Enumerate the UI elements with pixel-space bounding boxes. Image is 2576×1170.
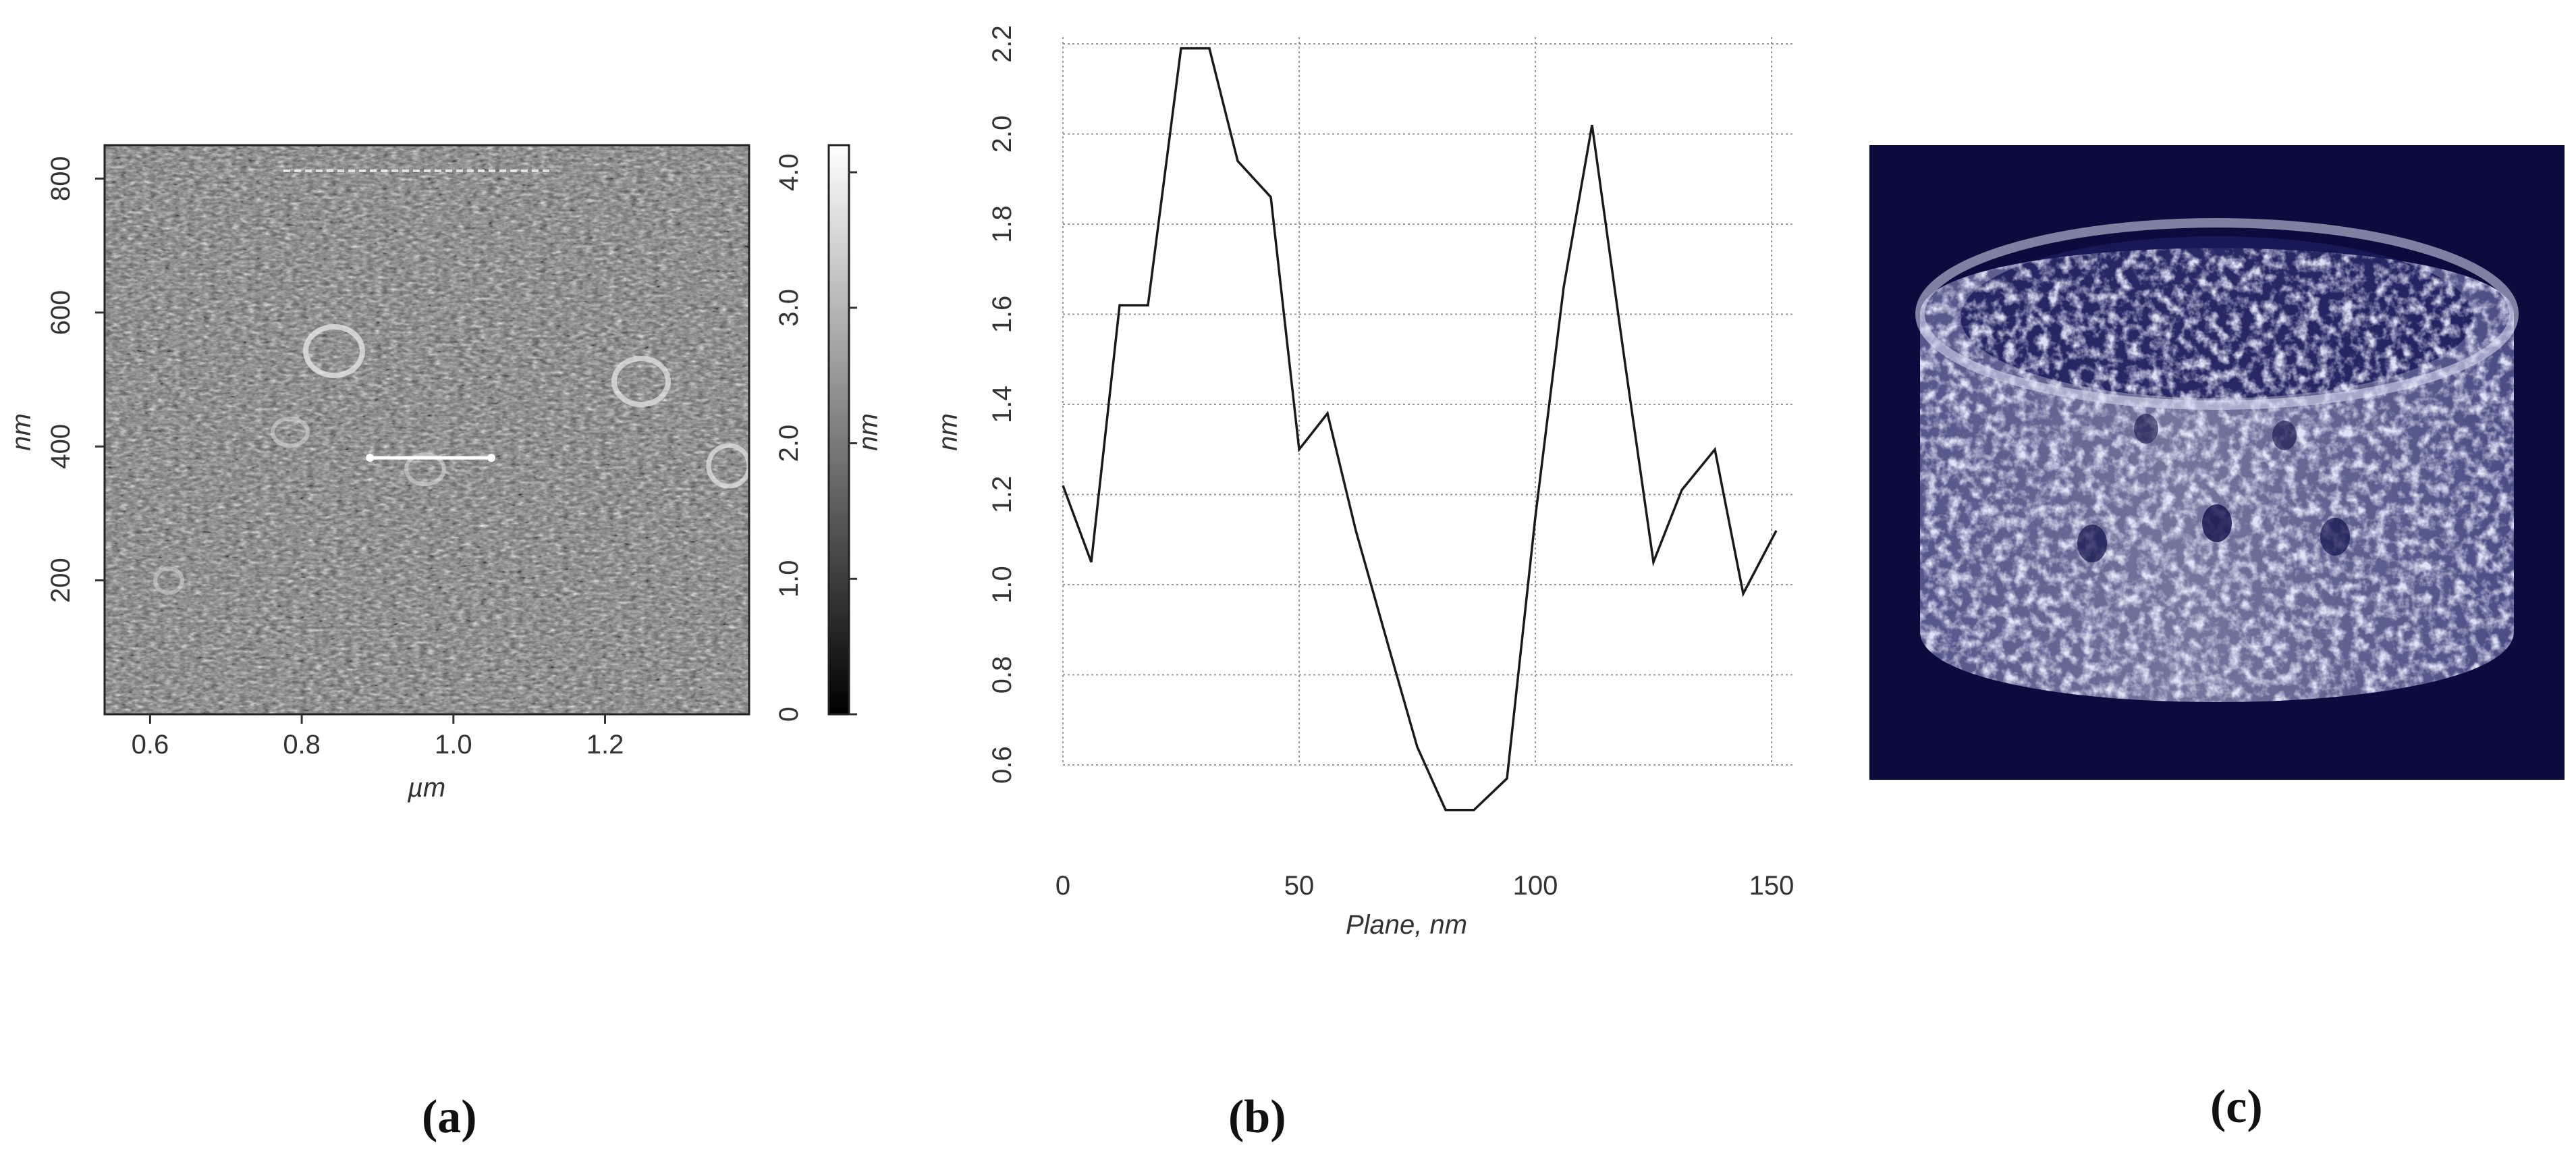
profile-x-tick-label: 150 — [1749, 871, 1794, 901]
afm-colorbar — [827, 144, 850, 716]
afm-map-texture — [105, 145, 749, 714]
profile-y-ticks: 0.6 0.8 1.0 1.2 1.4 1.6 1.8 2.0 2.2 — [987, 25, 1017, 784]
protein-render-image — [1869, 145, 2565, 780]
afm-x-tick-label: 0.6 — [132, 730, 169, 760]
afm-y-tick-label: 400 — [46, 424, 76, 469]
caption-b: (b) — [1228, 1091, 1286, 1143]
caption-a: (a) — [422, 1091, 477, 1143]
profile-y-tick-label: 1.2 — [987, 476, 1017, 514]
profile-y-tick-label: 1.8 — [987, 205, 1017, 243]
afm-colorbar-tick-label: 2.0 — [774, 425, 804, 462]
afm-x-axis-label: µm — [407, 773, 445, 803]
panel-b-profile-chart: 0 50 100 150 0.6 0.8 1.0 1.2 1.4 1.6 1.8 2.0 2.2 Pl… — [898, 0, 1815, 965]
afm-colorbar-label: nm — [854, 413, 883, 451]
afm-x-tick-label: 1.2 — [586, 730, 624, 760]
afm-x-tick-label: 0.8 — [283, 730, 321, 760]
afm-y-ticks: 200 400 600 800 — [46, 156, 105, 603]
afm-y-tick-label: 800 — [46, 156, 76, 201]
profile-y-tick-label: 0.8 — [987, 656, 1017, 694]
profile-figure: 0 50 100 150 0.6 0.8 1.0 1.2 1.4 1.6 1.8 2.0 2.2 Pl… — [933, 25, 1795, 940]
profile-line-end — [487, 454, 495, 462]
afm-map-frame — [103, 144, 750, 716]
profile-y-tick-label: 1.6 — [987, 296, 1017, 334]
profile-x-axis-label: Plane, nm — [1346, 910, 1467, 940]
profile-x-tick-label: 100 — [1513, 871, 1558, 901]
profile-y-tick-label: 1.0 — [987, 566, 1017, 604]
afm-figure: 0.6 0.8 1.0 1.2 200 400 600 800 µm nm 0 1.0 2.0 3… — [7, 144, 883, 803]
afm-features — [153, 169, 749, 595]
afm-colorbar-tick-label: 1.0 — [774, 560, 804, 597]
profile-y-tick-label: 2.2 — [987, 25, 1017, 63]
profile-series — [1062, 47, 1778, 812]
afm-x-tick-label: 1.0 — [435, 730, 472, 760]
afm-x-ticks: 0.6 0.8 1.0 1.2 — [132, 714, 624, 760]
profile-grid — [1062, 37, 1795, 766]
panel-a-afm-map: 0.6 0.8 1.0 1.2 200 400 600 800 µm nm 0 1.0 2.0 3… — [0, 101, 945, 851]
afm-y-tick-label: 200 — [46, 558, 76, 603]
afm-colorbar-ticks: 0 1.0 2.0 3.0 4.0 — [774, 153, 857, 722]
profile-x-tick-label: 50 — [1284, 871, 1315, 901]
profile-y-axis-label: nm — [933, 413, 963, 451]
panel-c-3d-render — [1869, 145, 2565, 780]
afm-colorbar-tick-label: 4.0 — [774, 153, 804, 191]
afm-y-tick-label: 600 — [46, 290, 76, 336]
caption-c: (c) — [2210, 1081, 2263, 1133]
afm-colorbar-tick-label: 3.0 — [774, 289, 804, 327]
profile-line — [366, 454, 495, 462]
profile-y-tick-label: 2.0 — [987, 115, 1017, 153]
protein-cylinder — [1915, 218, 2519, 702]
afm-colorbar-tick-label: 0 — [774, 707, 804, 722]
profile-y-tick-label: 0.6 — [987, 746, 1017, 784]
profile-line-start — [366, 454, 375, 462]
profile-y-tick-label: 1.4 — [987, 385, 1017, 423]
profile-x-tick-label: 0 — [1056, 871, 1070, 901]
afm-y-axis-label: nm — [7, 413, 36, 451]
profile-x-ticks: 0 50 100 150 — [1056, 871, 1794, 901]
profile-series-line — [1062, 47, 1778, 812]
